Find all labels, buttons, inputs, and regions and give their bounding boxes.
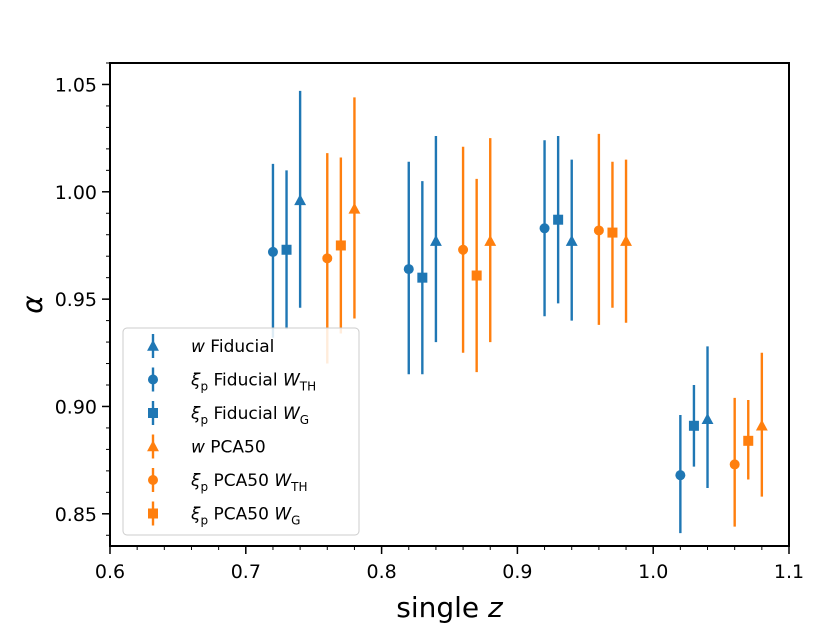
x-tick-label: 0.6 [95,561,125,583]
data-point [348,202,361,214]
series-5 [335,157,754,480]
y-tick-label: 1.00 [55,182,97,204]
data-point [701,413,714,425]
data-point [755,419,768,431]
y-axis-label: α [16,295,49,314]
x-axis-label-var: z [487,591,504,624]
x-axis-label-text: single [396,591,488,624]
y-tick-label: 1.05 [55,74,97,96]
data-point [607,227,618,238]
data-point [688,420,699,431]
x-tick-label: 1.1 [774,561,804,583]
x-axis-label: single z [396,591,504,624]
data-point [743,435,754,446]
data-point [403,264,414,275]
legend-box [122,327,360,536]
data-point [322,253,333,264]
data-point [553,214,564,225]
legend-marker [148,408,158,418]
legend-marker [148,475,158,485]
legend-label: ξp Fiducial WG [190,404,309,427]
legend-label: ξp Fiducial WTH [190,371,316,394]
x-tick-label: 0.8 [366,561,396,583]
y-tick-label: 0.85 [55,504,97,526]
data-point [281,244,292,255]
data-point [620,234,632,246]
x-tick-label: 1.0 [638,561,668,583]
x-axis: 0.6 0.7 0.8 0.9 1.0 1.1 [95,546,804,583]
data-point [484,234,497,246]
series-2 [281,135,699,467]
legend-label: ξp PCA50 WTH [190,471,307,494]
data-point [417,272,428,283]
data-point [471,270,482,281]
legend-label: w PCA50 [191,438,266,458]
legend-item: w Fiducial [147,334,274,358]
y-axis: 0.85 0.90 0.95 1.00 1.05 [55,62,110,536]
series-4 [322,133,740,527]
x-tick-label: 0.7 [231,561,261,583]
y-tick-label: 0.90 [55,396,97,418]
legend: w Fiducial ξp Fiducial WTH ξp Fiducial WG w… [122,327,360,536]
legend-marker [148,508,158,519]
data-point [675,470,686,481]
plot-frame [109,62,790,547]
plot-series-layer [267,90,768,534]
x-tick-label: 0.9 [502,561,532,583]
legend-item: ξp Fiducial WG [148,401,309,427]
legend-item: w PCA50 [147,434,266,459]
data-point [565,234,578,246]
data-point [539,223,550,234]
y-tick-label: 0.95 [55,289,97,311]
data-point [429,234,442,246]
legend-label: ξp PCA50 WG [190,505,300,528]
legend-marker [147,339,159,351]
data-point [335,240,346,251]
legend-marker [147,440,159,452]
data-point [458,244,469,255]
legend-marker [148,374,158,385]
series-1 [267,140,686,534]
legend-item: ξp PCA50 WG [148,501,300,528]
legend-item: ξp Fiducial WTH [148,367,316,394]
legend-item: ξp PCA50 WTH [148,468,307,494]
legend-label: w Fiducial [191,337,274,357]
series-0 [294,90,714,489]
data-point [593,225,604,236]
data-point [294,194,307,206]
data-point [267,246,278,257]
series-3 [348,97,768,497]
data-point [729,459,740,470]
